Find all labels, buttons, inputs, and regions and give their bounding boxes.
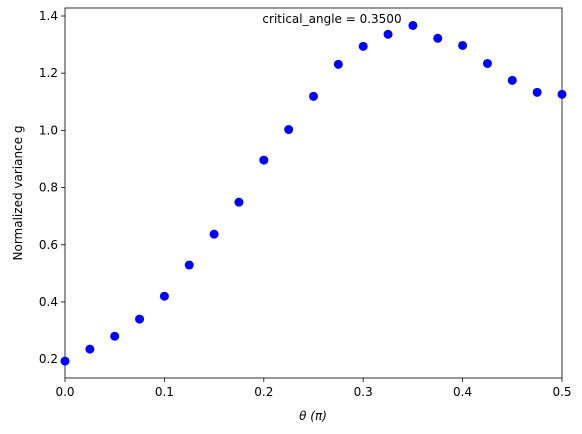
data-point (159, 291, 169, 301)
y-tick-label: 1.2 (39, 66, 58, 80)
annotation: critical_angle = 0.3500 (262, 12, 401, 26)
data-point (110, 331, 120, 341)
x-tick-label: 0.5 (552, 385, 571, 399)
x-tick-label: 0.3 (354, 385, 373, 399)
data-point (60, 356, 70, 366)
y-tick-label: 1.0 (39, 123, 58, 137)
y-tick-label: 0.8 (39, 181, 58, 195)
y-tick-label: 1.4 (39, 9, 58, 23)
data-point (358, 41, 368, 51)
data-point (482, 58, 492, 68)
data-point (209, 229, 219, 239)
data-point (433, 33, 443, 43)
x-tick-label: 0.0 (55, 385, 74, 399)
data-point (259, 155, 269, 165)
y-axis-label: Normalized variance g (11, 126, 25, 261)
y-tick-label: 0.2 (39, 352, 58, 366)
data-point (135, 314, 145, 324)
x-tick-label: 0.2 (254, 385, 273, 399)
y-tick-label: 0.6 (39, 238, 58, 252)
data-point (383, 29, 393, 39)
x-tick-label: 0.4 (453, 385, 472, 399)
data-point (557, 89, 567, 99)
x-tick-label: 0.1 (155, 385, 174, 399)
plot-frame (64, 7, 563, 379)
data-point (333, 59, 343, 69)
data-point (184, 260, 194, 270)
data-point (408, 20, 418, 30)
data-point (532, 87, 542, 97)
x-axis-label: θ (π) (299, 409, 327, 423)
data-point (458, 40, 468, 50)
data-point (284, 125, 294, 135)
data-point (234, 197, 244, 207)
data-point (85, 344, 95, 354)
data-point (507, 75, 517, 85)
data-point (309, 91, 318, 101)
y-tick-label: 0.4 (39, 295, 58, 309)
